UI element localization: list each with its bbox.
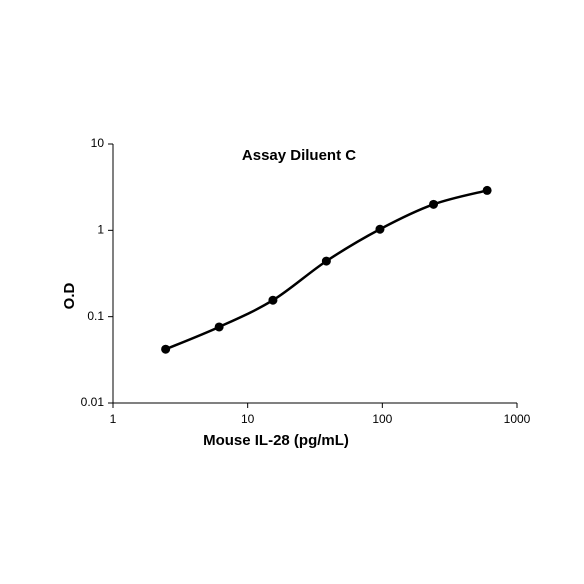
x-tick-label: 1000 bbox=[504, 412, 531, 426]
y-tick-label: 10 bbox=[91, 136, 105, 150]
data-point bbox=[429, 199, 439, 209]
chart-title: Assay Diluent C bbox=[242, 147, 356, 164]
data-point bbox=[161, 344, 171, 354]
x-axis-label: Mouse IL-28 (pg/mL) bbox=[203, 432, 349, 449]
series-line bbox=[165, 189, 488, 351]
data-point bbox=[482, 185, 492, 195]
data-point bbox=[375, 224, 385, 234]
data-point bbox=[214, 322, 224, 332]
data-point bbox=[268, 295, 278, 305]
data-point bbox=[321, 256, 331, 266]
y-axis-label: O.D bbox=[61, 283, 78, 310]
x-tick-label: 100 bbox=[372, 412, 392, 426]
y-tick-label: 0.1 bbox=[87, 309, 104, 323]
x-tick-label: 1 bbox=[110, 412, 117, 426]
y-tick-label: 1 bbox=[97, 223, 104, 237]
x-tick-label: 10 bbox=[241, 412, 255, 426]
y-tick-label: 0.01 bbox=[81, 395, 105, 409]
